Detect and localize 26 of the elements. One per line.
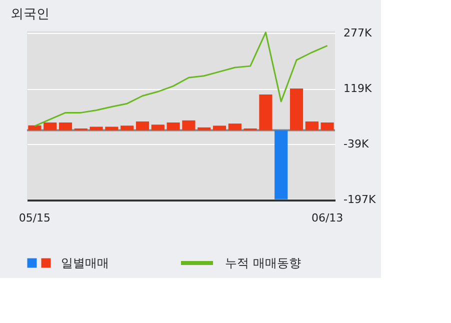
bar [166, 122, 180, 130]
bar [290, 88, 304, 130]
bar [320, 122, 334, 130]
bar [136, 121, 150, 130]
bar [90, 126, 103, 130]
bar [212, 126, 226, 130]
bar [58, 122, 72, 130]
bar [259, 94, 272, 130]
bar [305, 121, 318, 130]
x-tick-label: 05/15 [18, 212, 51, 224]
legend-label: 일별매매 [61, 256, 109, 270]
bar [44, 122, 57, 130]
bar [120, 126, 134, 130]
chart-title: 외국인 [10, 7, 50, 22]
bar [274, 130, 288, 200]
y-tick-label: 119K [344, 82, 372, 95]
y-tick-label: -197K [344, 192, 376, 206]
bar [182, 120, 196, 130]
bar [105, 126, 118, 130]
bar [228, 124, 242, 130]
y-tick-label: -39K [344, 137, 370, 150]
legend-label: 누적 매매동향 [225, 256, 301, 270]
x-tick-label: 06/13 [311, 212, 344, 224]
bar [151, 124, 164, 130]
line-series [34, 32, 328, 127]
y-tick-label: 277K [344, 26, 372, 40]
